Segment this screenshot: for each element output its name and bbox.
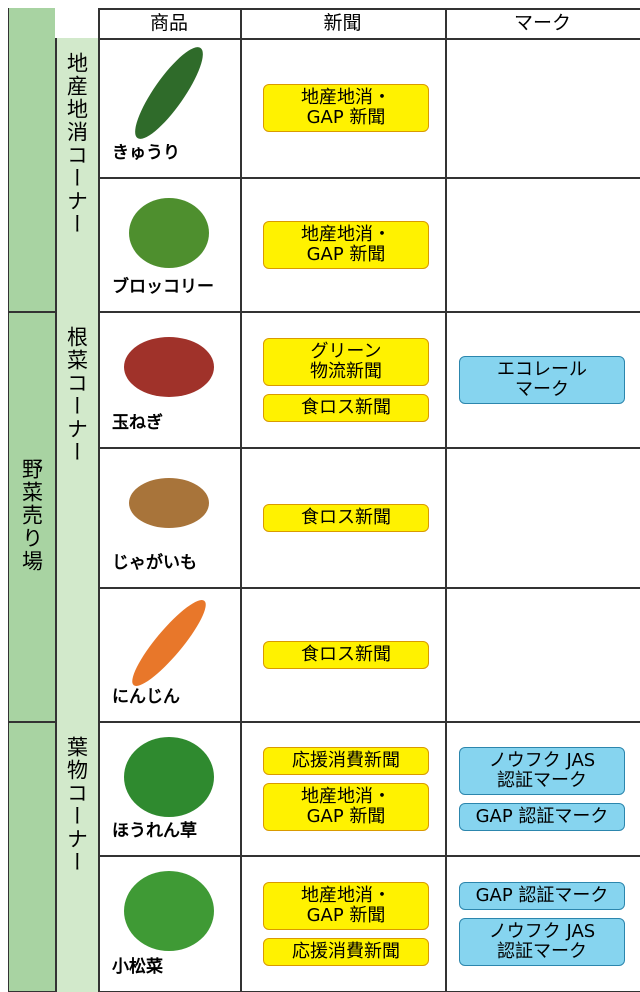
- area-label: 野菜売り場: [19, 457, 44, 573]
- section-label: 地産地消コーナー: [64, 52, 89, 236]
- rule: [240, 8, 242, 992]
- news-tag: 地産地消・ GAP 新聞: [263, 221, 429, 269]
- rule: [98, 447, 640, 449]
- mark-tag: ノウフク JAS 認証マーク: [459, 747, 625, 795]
- mark-tag: GAP 認証マーク: [459, 882, 625, 910]
- news-tag: 応援消費新聞: [263, 747, 429, 775]
- rule: [55, 38, 640, 40]
- product-name: きゅうり: [112, 143, 180, 163]
- product-image: [124, 737, 214, 817]
- mark-tag: GAP 認証マーク: [459, 803, 625, 831]
- news-tag: 地産地消・ GAP 新聞: [263, 882, 429, 930]
- product-name: ほうれん草: [112, 821, 197, 841]
- mark-tag: エコレール マーク: [459, 356, 625, 404]
- column-header: 商品: [149, 12, 188, 34]
- rule: [445, 8, 447, 992]
- rule: [98, 8, 640, 10]
- news-tag: 食ロス新聞: [263, 504, 429, 532]
- rule: [8, 311, 640, 313]
- product-name: じゃがいも: [112, 553, 197, 573]
- rule: [98, 587, 640, 589]
- product-image: [125, 39, 213, 147]
- news-tag: 応援消費新聞: [263, 938, 429, 966]
- rule: [55, 38, 57, 992]
- rule: [98, 8, 100, 992]
- news-tag: グリーン 物流新聞: [263, 338, 429, 386]
- column-header: マーク: [513, 12, 571, 34]
- product-image: [123, 592, 215, 694]
- area-column: [8, 8, 55, 992]
- product-name: 玉ねぎ: [112, 413, 163, 433]
- section-label: 葉物コーナー: [64, 736, 89, 874]
- rule: [98, 177, 640, 179]
- rule: [98, 855, 640, 857]
- column-header: 新聞: [323, 12, 362, 34]
- news-tag: 地産地消・ GAP 新聞: [263, 84, 429, 132]
- product-image: [124, 337, 214, 397]
- product-image: [124, 871, 214, 951]
- section-column: [55, 312, 98, 722]
- news-tag: 地産地消・ GAP 新聞: [263, 783, 429, 831]
- news-tag: 食ロス新聞: [263, 394, 429, 422]
- product-image: [129, 478, 209, 528]
- product-name: 小松菜: [112, 957, 163, 977]
- product-name: ブロッコリー: [112, 277, 214, 297]
- mark-tag: ノウフク JAS 認証マーク: [459, 918, 625, 966]
- rule: [8, 721, 640, 723]
- product-name: にんじん: [112, 687, 180, 707]
- section-label: 根菜コーナー: [64, 326, 89, 464]
- news-tag: 食ロス新聞: [263, 641, 429, 669]
- section-column: [55, 38, 98, 312]
- product-image: [129, 198, 209, 268]
- section-column: [55, 722, 98, 992]
